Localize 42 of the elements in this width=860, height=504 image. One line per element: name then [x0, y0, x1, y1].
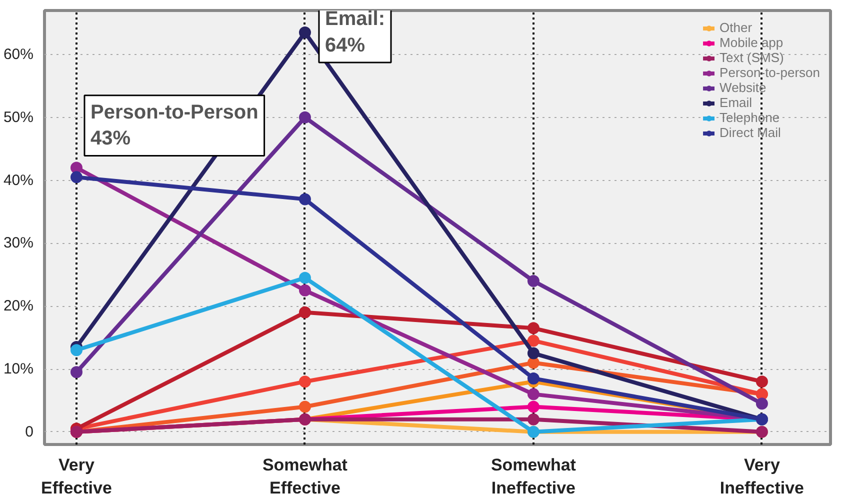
- point: [298, 376, 311, 388]
- legend-label: Person-to-person: [720, 65, 820, 80]
- legend-label: Website: [720, 80, 766, 95]
- point: [70, 344, 82, 356]
- x-tick-label: Somewhat Effective: [262, 456, 348, 498]
- legend-label: Direct Mail: [720, 125, 781, 140]
- y-tick-label: 60%: [3, 46, 34, 64]
- y-tick-label: 40%: [3, 172, 34, 189]
- point: [527, 322, 540, 334]
- point: [527, 334, 540, 347]
- annotation: Email: 64%: [324, 8, 386, 57]
- y-tick-label: 30%: [3, 234, 34, 252]
- point: [527, 413, 540, 426]
- point: [298, 272, 311, 284]
- point: [298, 400, 311, 413]
- point: [70, 366, 82, 378]
- point: [298, 111, 311, 124]
- point: [756, 398, 768, 410]
- legend-label: Telephone: [720, 110, 780, 125]
- legend-label: Mobile app: [720, 35, 784, 50]
- annotation: Person-to-Person 43%: [90, 101, 258, 150]
- point: [298, 306, 311, 318]
- point: [298, 284, 311, 296]
- point: [527, 274, 540, 287]
- point: [527, 400, 540, 413]
- y-tick-label: 0: [25, 423, 34, 440]
- y-tick-label: 10%: [3, 360, 34, 378]
- point: [70, 171, 82, 184]
- x-tick-label: Somewhat Ineffective: [490, 456, 576, 498]
- y-tick-label: 20%: [3, 298, 34, 315]
- x-tick-label: Very Effective: [41, 456, 112, 498]
- y-tick-label: 50%: [3, 108, 34, 126]
- point: [527, 372, 540, 384]
- point: [756, 376, 768, 388]
- legend-label: Other: [720, 20, 752, 35]
- legend-label: Text (SMS): [720, 50, 784, 65]
- point: [298, 193, 311, 206]
- point: [527, 388, 540, 400]
- point: [298, 26, 311, 39]
- x-tick-label: Very Ineffective: [720, 456, 804, 498]
- legend-label: Email: [720, 95, 752, 110]
- point: [527, 347, 540, 360]
